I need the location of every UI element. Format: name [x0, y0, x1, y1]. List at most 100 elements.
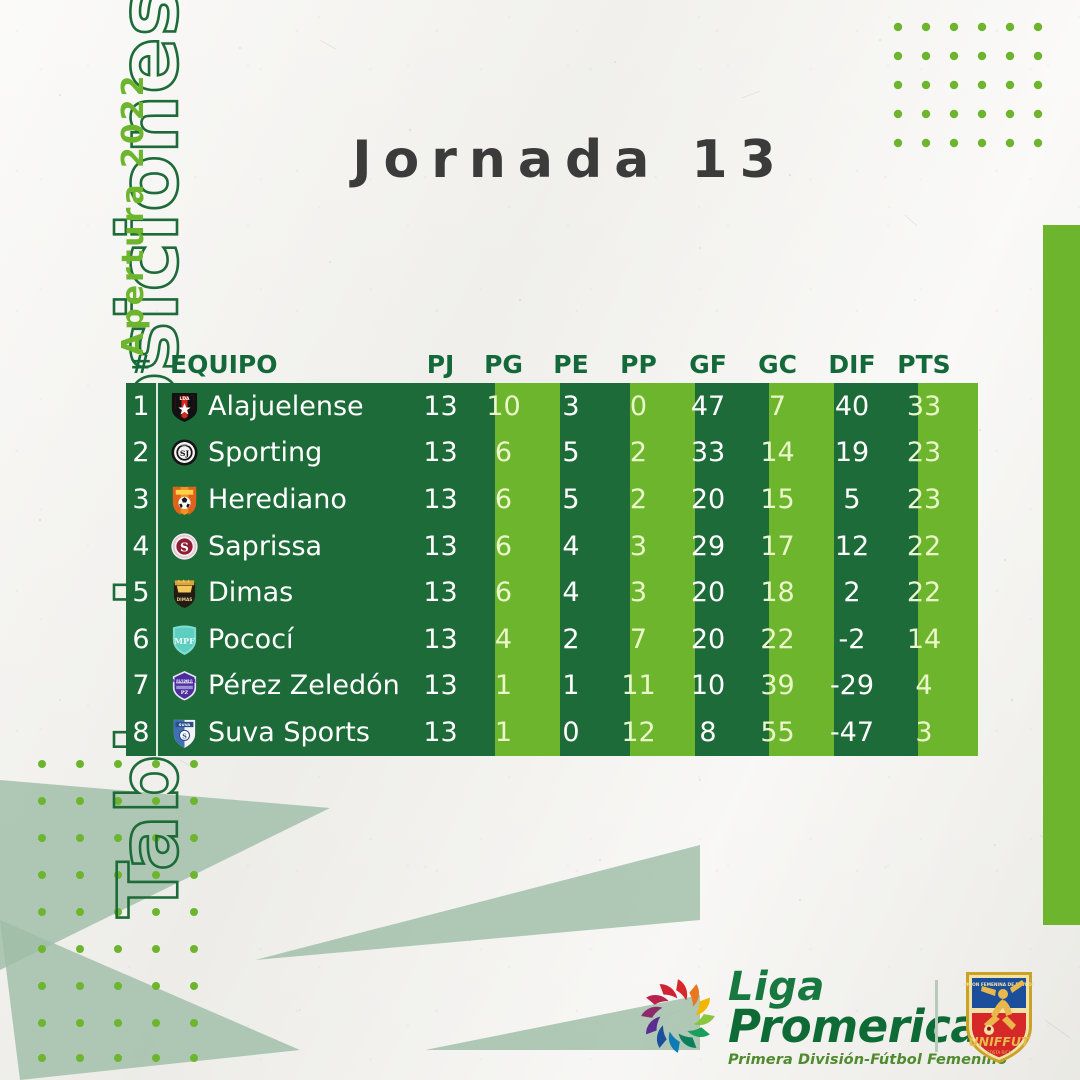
row-team-name: Pococí	[208, 623, 294, 655]
row-pts: 3	[915, 716, 933, 748]
row-rank: 5	[132, 577, 150, 609]
row-gc: 14	[760, 437, 795, 469]
column-header-gc: GC	[758, 350, 797, 379]
footer-logos: Liga Promerica Primera División-Fútbol F…	[620, 962, 1050, 1070]
row-dif: -47	[829, 716, 875, 748]
table-row[interactable]: 4 Saprissa 13 6 4 3 29 17 12 22	[126, 523, 968, 570]
row-team-name: Alajuelense	[208, 390, 364, 422]
row-gc: 55	[760, 716, 795, 748]
row-pg: 6	[494, 483, 513, 515]
dot-grid-bottom-left	[38, 760, 198, 1062]
row-pg: 6	[494, 577, 513, 609]
sidebar-subtitle-text: Apertura 2022	[115, 72, 151, 356]
row-pe: 4	[562, 530, 580, 562]
row-team: Pococí	[156, 624, 410, 655]
table-row[interactable]: 7 Pérez Zeledón 13 1 1 11 10 39 -29 4	[126, 663, 968, 710]
row-pts: 22	[906, 577, 942, 609]
row-pe: 1	[562, 670, 580, 702]
row-pe: 0	[562, 716, 580, 748]
row-gc: 15	[760, 483, 795, 515]
row-rank: 3	[132, 483, 150, 515]
row-gc: 22	[760, 623, 795, 655]
row-team: Alajuelense	[156, 391, 410, 422]
table-body: LDA SJ SPORTING	[126, 383, 978, 756]
row-pts: 23	[906, 483, 942, 515]
herediano-crest-icon	[170, 484, 199, 515]
column-highlight-gc	[769, 383, 834, 756]
row-rank: 1	[132, 390, 150, 422]
column-header-team: EQUIPO	[170, 350, 278, 379]
row-pp: 2	[629, 483, 648, 515]
svg-text:COSTA RICA: COSTA RICA	[987, 1050, 1011, 1055]
pococi-crest-icon	[170, 624, 199, 655]
row-pj: 13	[423, 483, 458, 515]
column-header-dif: DIF	[828, 350, 876, 379]
page-title: Jornada 13	[352, 130, 788, 190]
suva-sports-crest-icon	[170, 717, 199, 748]
column-header-rank: #	[130, 350, 152, 379]
right-accent-bar	[1043, 225, 1080, 925]
column-highlight-pp	[630, 383, 695, 756]
alajuelense-crest-icon	[170, 391, 199, 422]
svg-text:UNION FEMENINA DE FUTBOL: UNION FEMENINA DE FUTBOL	[963, 982, 1034, 988]
row-pp: 11	[621, 670, 656, 702]
column-header-pg: PG	[484, 350, 523, 379]
column-header-pe: PE	[553, 350, 589, 379]
row-pj: 13	[423, 670, 458, 702]
column-highlight-pts	[918, 383, 978, 756]
row-dif: 5	[843, 483, 861, 515]
table-row[interactable]: 2 Sporting 13 6 5 2 33 14 19 23	[126, 430, 968, 477]
row-dif: 2	[843, 577, 861, 609]
row-pe: 5	[562, 437, 580, 469]
row-pts: 23	[906, 437, 942, 469]
row-team-name: Suva Sports	[208, 716, 370, 748]
promerica-name-text: Promerica	[728, 1000, 981, 1053]
row-pj: 13	[423, 577, 458, 609]
row-gf: 33	[690, 437, 726, 469]
row-pp: 2	[629, 437, 648, 469]
row-pj: 13	[423, 716, 458, 748]
row-dif: 12	[834, 530, 870, 562]
uniffut-logo-icon: UNION FEMENINA DE FUTBOL UNIFFUT COSTA R…	[963, 972, 1035, 1063]
row-gc: 18	[760, 577, 795, 609]
table-row[interactable]: 8 Suva Sports 13 1 0 12 8 55 -47 3	[126, 709, 968, 756]
column-header-pj: PJ	[426, 350, 455, 379]
row-pg: 6	[494, 437, 513, 469]
row-pg: 1	[494, 670, 513, 702]
row-pe: 3	[562, 390, 580, 422]
row-pj: 13	[423, 437, 458, 469]
row-rank: 2	[132, 437, 150, 469]
uniffut-label: UNIFFUT	[968, 1034, 1030, 1049]
row-pg: 10	[486, 390, 521, 422]
table-row[interactable]: 1 Alajuelense 13 10 3 0 47 7 40 33	[126, 383, 968, 430]
row-pts: 14	[906, 623, 942, 655]
row-pg: 6	[494, 530, 513, 562]
row-pe: 4	[562, 577, 580, 609]
row-gf: 10	[690, 670, 726, 702]
table-row[interactable]: 3 Herediano 13 6 5 2 20 15 5 23	[126, 476, 968, 523]
row-dif: 19	[834, 437, 870, 469]
row-pj: 13	[423, 390, 458, 422]
table-row[interactable]: 5 Dimas 13 6 4 3 20 18 2 22	[126, 569, 968, 616]
row-pts: 22	[906, 530, 942, 562]
row-gf: 20	[690, 623, 726, 655]
table-row[interactable]: 6 Pococí 13 4 2 7 20 22 -2 14	[126, 616, 968, 663]
row-pp: 0	[629, 390, 648, 422]
row-rank: 8	[132, 716, 150, 748]
sidebar-subtitle: Apertura 2022	[113, 36, 153, 356]
row-team: Sporting	[156, 437, 410, 468]
row-team-name: Sporting	[208, 437, 323, 469]
row-pj: 13	[423, 623, 458, 655]
standings-table: # EQUIPO PJ PG PE PP GF GC DIF PTS LD	[126, 340, 978, 756]
row-gc: 39	[760, 670, 795, 702]
row-gf: 47	[690, 390, 726, 422]
dot-grid-top-right	[893, 22, 1043, 148]
row-pp: 7	[629, 623, 648, 655]
row-gc: 7	[768, 390, 787, 422]
row-pj: 13	[423, 530, 458, 562]
row-gf: 20	[690, 577, 726, 609]
row-pe: 2	[562, 623, 580, 655]
promerica-wordmark: Liga Promerica Primera División-Fútbol F…	[728, 967, 1007, 1068]
row-team-name: Saprissa	[208, 530, 323, 562]
rank-column-divider	[156, 383, 158, 756]
